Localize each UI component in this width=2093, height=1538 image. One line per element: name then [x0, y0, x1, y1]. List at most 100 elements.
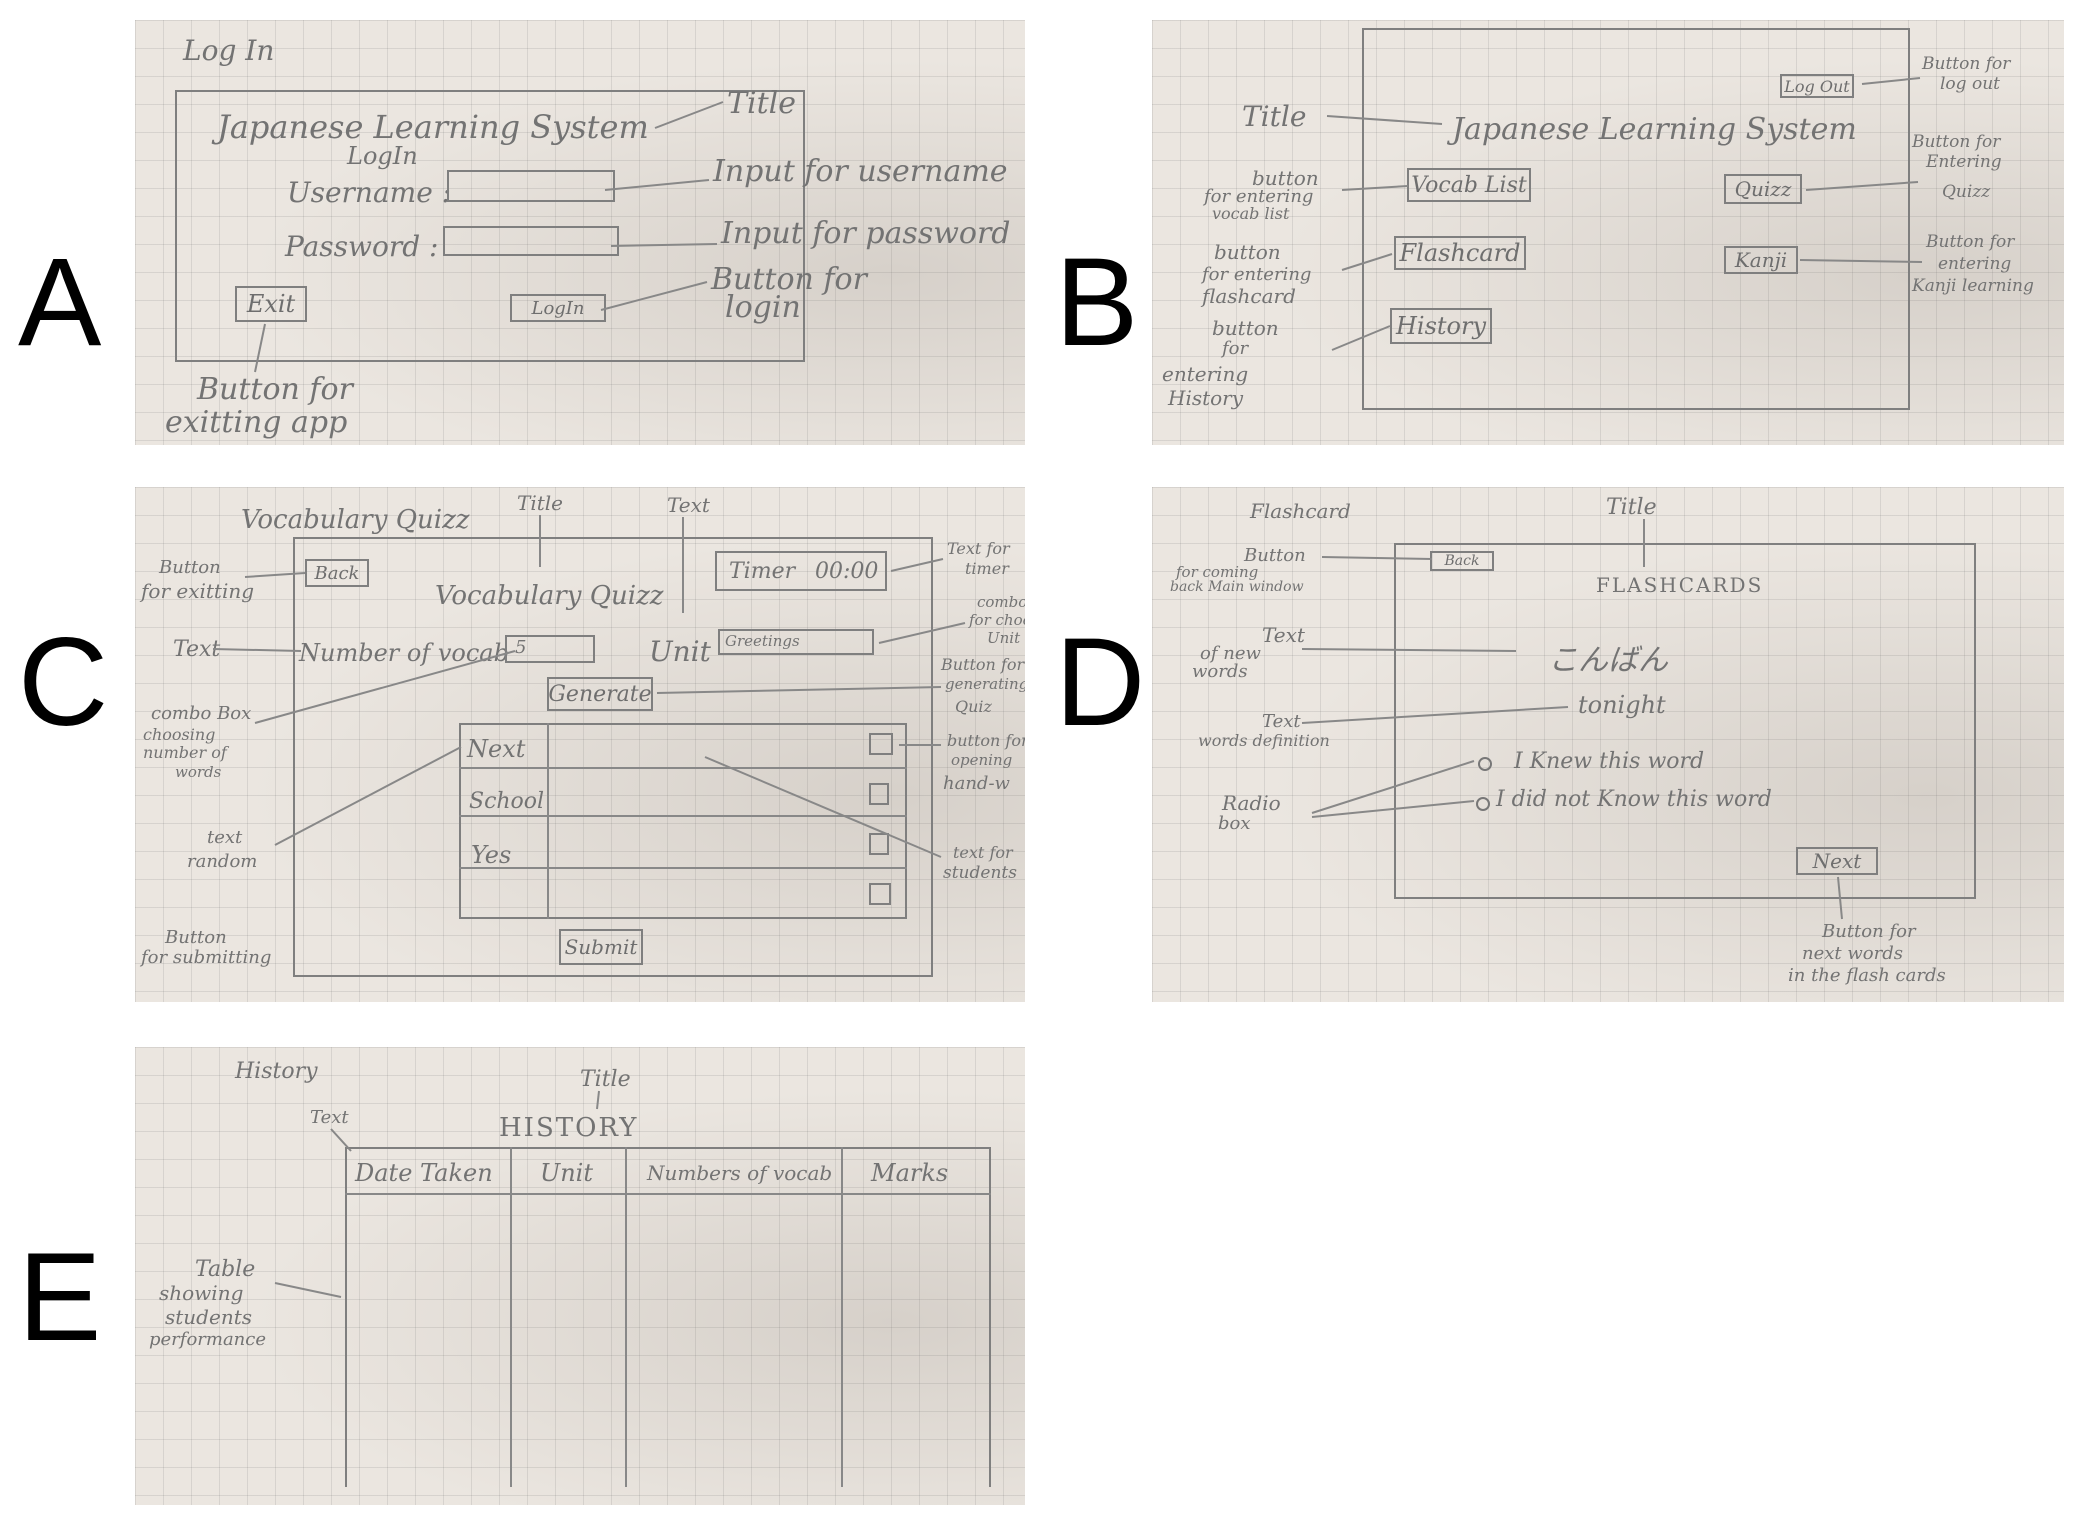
quiz-word-2: School	[469, 789, 545, 814]
kanji-button[interactable]: Kanji	[1724, 246, 1798, 274]
handwriting-button[interactable]	[869, 883, 891, 905]
annotation-student-2: students	[943, 863, 1017, 883]
annotation-random-1: text	[207, 827, 243, 848]
unit-value: Greetings	[725, 632, 800, 650]
history-button[interactable]: History	[1390, 308, 1492, 344]
handwriting-button[interactable]	[869, 733, 893, 755]
annotation-def-2: words definition	[1198, 731, 1330, 750]
quiz-word-3: Yes	[471, 841, 512, 869]
panel-history-sketch: History Title HISTORY Text Date Taken Un…	[135, 1047, 1025, 1505]
annotation-kanji-2: entering	[1938, 254, 2012, 274]
annotation-word-1: Text	[1262, 623, 1305, 647]
quiz-window-frame	[293, 537, 933, 977]
radio-did-not-know-word[interactable]	[1476, 797, 1490, 811]
annotation-unit-2: for choose	[969, 611, 1025, 629]
back-button[interactable]: Back	[305, 559, 369, 587]
annotation-login-1: Button for	[711, 262, 867, 297]
annotation-arrows	[1326, 77, 1923, 351]
main-title: Japanese Learning System	[1452, 112, 1857, 147]
quiz-button[interactable]: Quizz	[1724, 174, 1802, 204]
annotation-combo-4: words	[175, 763, 222, 781]
annotation-random-2: random	[187, 851, 258, 872]
screen-name: History	[235, 1059, 318, 1084]
login-subtitle: LogIn	[347, 142, 418, 170]
annotation-vocab-1: button	[1252, 166, 1319, 190]
annotation-gen-3: Quiz	[955, 697, 992, 716]
number-of-vocab-combo[interactable]	[505, 635, 595, 663]
annotation-back-2: for exitting	[141, 579, 255, 603]
history-table-header-line	[345, 1193, 991, 1195]
annotation-quiz-3: Quizz	[1942, 182, 1991, 202]
username-input[interactable]	[447, 170, 615, 202]
quiz-row-line	[459, 767, 907, 769]
back-button[interactable]: Back	[1430, 551, 1494, 571]
label-letter-d: D	[1055, 613, 1146, 752]
history-column-date-taken: Date Taken	[355, 1159, 493, 1187]
main-window-frame	[1362, 28, 1910, 410]
login-title: Japanese Learning System	[217, 108, 649, 146]
annotation-flash-1: button	[1214, 240, 1281, 264]
annotation-word-2: of new	[1200, 643, 1261, 664]
flashcard-title: FLASHCARDS	[1596, 573, 1764, 597]
quiz-grid-divider	[547, 723, 549, 919]
quiz-word-1: Next	[467, 735, 526, 763]
annotation-gen-1: Button for	[941, 655, 1025, 674]
panel-flashcard-sketch: Flashcard Back FLASHCARDS こんばん tonight I…	[1152, 487, 2064, 1002]
password-input[interactable]	[443, 226, 619, 256]
history-column-unit: Unit	[540, 1159, 594, 1187]
annotation-flash-3: flashcard	[1202, 284, 1296, 308]
annotation-hist-1: button	[1212, 316, 1279, 340]
history-table	[345, 1147, 991, 1487]
radio-knew-word[interactable]	[1478, 757, 1492, 771]
annotation-gen-2: generating	[945, 675, 1025, 693]
exit-button[interactable]: Exit	[235, 286, 307, 322]
generate-button[interactable]: Generate	[547, 677, 653, 711]
vocab-list-button[interactable]: Vocab List	[1407, 168, 1531, 202]
annotation-timer-2: timer	[965, 559, 1009, 578]
annotation-title: Title	[517, 491, 564, 515]
annotation-quiz-1: Button for	[1912, 132, 2001, 152]
login-window-frame	[175, 90, 805, 362]
annotation-exit-1: Button for	[197, 372, 353, 407]
flashcard-button[interactable]: Flashcard	[1394, 236, 1526, 270]
next-button[interactable]: Next	[1796, 847, 1878, 875]
handwriting-button[interactable]	[869, 833, 889, 855]
annotation-next-1: Button for	[1822, 921, 1916, 942]
logout-button[interactable]: Log Out	[1780, 74, 1854, 98]
annotation-vocab-3: vocab list	[1212, 204, 1290, 223]
quiz-row-line	[459, 867, 907, 869]
annotation-back-1: Button	[1244, 545, 1306, 566]
panel-main-menu-sketch: Title Japanese Learning System Log Out V…	[1152, 20, 2064, 445]
annotation-back-2: for coming	[1176, 563, 1259, 581]
annotation-back-1: Button	[159, 557, 221, 578]
history-table-divider	[841, 1147, 843, 1487]
quiz-grid	[459, 723, 907, 919]
label-letter-a: A	[18, 233, 102, 372]
panel-login-sketch: Log In Japanese Learning System LogIn Us…	[135, 20, 1025, 445]
unit-combo[interactable]	[718, 629, 874, 655]
annotation-radio-2: box	[1218, 813, 1251, 834]
password-label: Password :	[285, 230, 439, 263]
annotation-kanji-1: Button for	[1926, 232, 2015, 252]
annotation-text: Text	[310, 1107, 349, 1128]
annotation-unit-1: combo	[977, 593, 1025, 611]
annotation-login-2: login	[725, 290, 801, 325]
annotation-title-label: Title	[1242, 100, 1307, 133]
annotation-flash-2: for entering	[1202, 264, 1312, 285]
annotation-table-1: Table	[195, 1257, 256, 1282]
handwriting-button[interactable]	[869, 783, 889, 805]
submit-button[interactable]: Submit	[559, 929, 643, 965]
number-of-vocab-value: 5	[515, 637, 527, 658]
annotation-def-1: Text	[1262, 711, 1301, 732]
annotation-submit-2: for submitting	[141, 947, 272, 968]
annotation-hand-3: hand-w	[943, 773, 1010, 794]
timer-value: 00:00	[815, 559, 879, 584]
annotation-hand-1: button for	[947, 731, 1025, 750]
annotation-combo-3: number of	[143, 743, 227, 762]
annotation-table-4: performance	[149, 1329, 267, 1350]
annotation-submit-1: Button	[165, 927, 227, 948]
label-letter-e: E	[18, 1228, 102, 1367]
annotation-quiz-2: Entering	[1926, 152, 2002, 172]
annotation-title: Title	[580, 1067, 631, 1092]
annotation-logout-2: log out	[1940, 74, 2000, 94]
